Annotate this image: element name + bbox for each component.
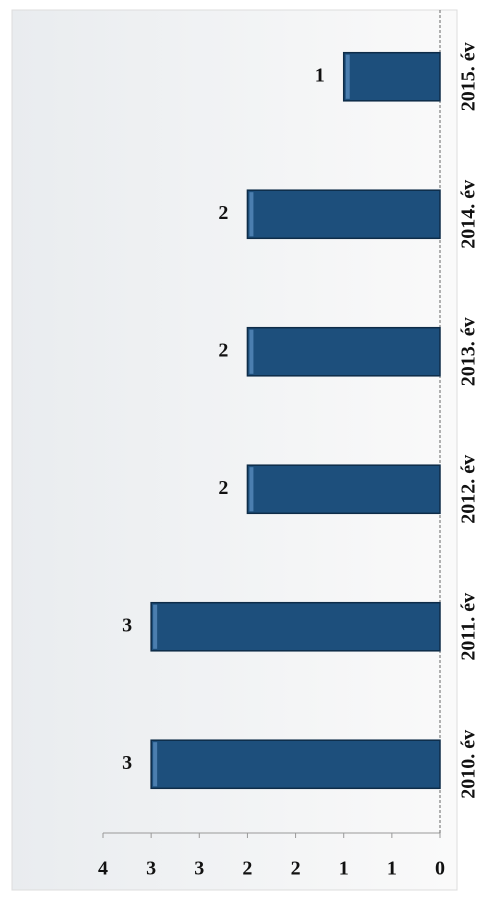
y-tick-label: 2 bbox=[242, 858, 252, 880]
x-tick-label: 2011. év bbox=[458, 593, 480, 661]
bar-highlight bbox=[345, 54, 350, 99]
bar-highlight bbox=[249, 467, 254, 512]
value-label: 2 bbox=[218, 339, 228, 361]
bar bbox=[150, 739, 441, 790]
bar bbox=[246, 464, 441, 515]
bar-highlight bbox=[153, 742, 158, 787]
x-tick-label: 2014. év bbox=[458, 180, 480, 249]
bar bbox=[342, 51, 441, 102]
value-label: 2 bbox=[218, 202, 228, 224]
x-tick-label: 2012. év bbox=[458, 455, 480, 524]
x-tick-label: 2015. év bbox=[458, 42, 480, 111]
y-tick-label: 4 bbox=[98, 858, 108, 880]
bar-highlight bbox=[249, 192, 254, 237]
bar bbox=[246, 189, 441, 240]
y-tick-label: 3 bbox=[194, 858, 204, 880]
y-tick-label: 0 bbox=[435, 858, 445, 880]
value-label: 1 bbox=[315, 64, 325, 86]
chart-body: 0 1 1 2 2 3 3 4 2010. év 3 2011. év 3 2012. év 2 2013.… bbox=[98, 8, 480, 880]
bar bbox=[150, 601, 441, 652]
x-tick-label: 2010. év bbox=[458, 730, 480, 799]
y-tick-label: 1 bbox=[387, 858, 397, 880]
value-label: 3 bbox=[122, 752, 132, 774]
y-tick-label: 3 bbox=[146, 858, 156, 880]
y-tick-label: 2 bbox=[291, 858, 301, 880]
x-tick-label: 2013. év bbox=[458, 317, 480, 386]
bar-highlight bbox=[153, 604, 158, 649]
y-tick-label: 1 bbox=[339, 858, 349, 880]
bar-highlight bbox=[249, 329, 254, 374]
value-label: 2 bbox=[218, 477, 228, 499]
bar bbox=[246, 326, 441, 377]
value-label: 3 bbox=[122, 614, 132, 636]
